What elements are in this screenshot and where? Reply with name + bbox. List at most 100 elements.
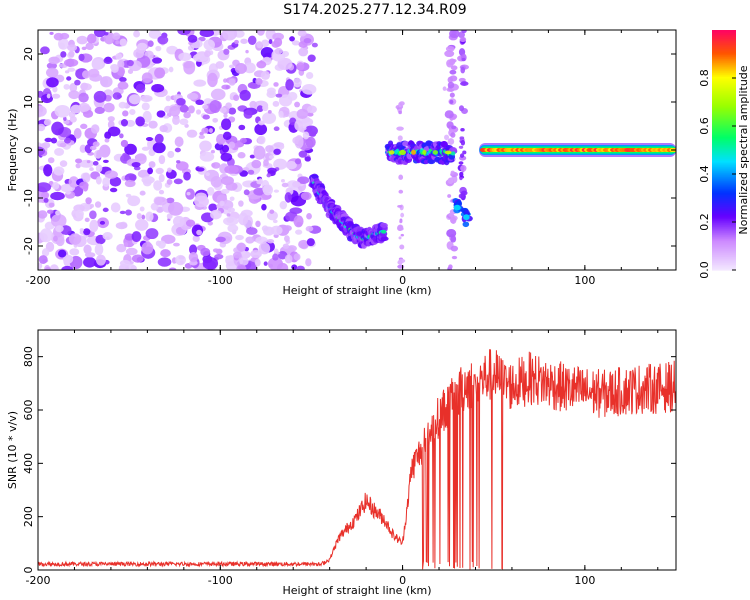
noise-blob [141, 72, 153, 84]
smear-blob [450, 235, 457, 243]
colorbar-segment [712, 248, 736, 251]
colorbar-segment [712, 232, 736, 235]
noise-blob [79, 144, 87, 153]
noise-blob [292, 181, 301, 188]
smear-blob [458, 161, 464, 165]
colorbar-segment [712, 220, 736, 223]
colorbar-segment [712, 192, 736, 195]
colorbar-segment [712, 162, 736, 165]
noise-blob [43, 119, 52, 126]
noise-blob [219, 107, 227, 114]
speckle-blob [444, 134, 450, 141]
noise-blob [228, 107, 237, 115]
colorbar-segment [712, 178, 736, 181]
noise-blob [221, 84, 231, 90]
noise-blob [212, 248, 219, 253]
noise-blob [228, 78, 236, 86]
noise-blob [86, 33, 97, 44]
noise-blob [261, 39, 270, 48]
noise-blob [156, 110, 166, 118]
colorbar-segment [712, 102, 736, 105]
noise-blob [128, 94, 141, 105]
noise-blob [154, 196, 168, 206]
noise-blob [117, 81, 129, 90]
spectrogram-xtick-label: 0 [399, 274, 406, 287]
noise-blob [78, 53, 85, 62]
noise-blob [291, 264, 298, 270]
colorbar-segment [712, 144, 736, 147]
colorbar-segment [712, 160, 736, 163]
noise-blob [165, 95, 171, 102]
segment1-peak [422, 149, 427, 155]
noise-blob [232, 251, 242, 259]
smear-blob [446, 229, 457, 238]
colorbar-segment [712, 158, 736, 161]
noise-blob [295, 229, 303, 235]
noise-blob [272, 219, 278, 224]
colorbar-segment [712, 222, 736, 225]
snr-ytick-label: 800 [22, 346, 35, 367]
noise-blob [225, 102, 232, 109]
colorbar-segment [712, 130, 736, 133]
colorbar-segment [712, 92, 736, 95]
snr-ytick-label: 400 [22, 453, 35, 474]
noise-blob [135, 153, 147, 165]
noise-blob [102, 159, 109, 163]
noise-blob [304, 156, 311, 162]
noise-blob [100, 76, 113, 88]
noise-blob [239, 257, 249, 266]
noise-blob [139, 206, 145, 212]
noise-blob [50, 213, 67, 228]
colorbar-segment [712, 104, 736, 107]
noise-blob [223, 113, 228, 118]
colorbar-segment [712, 136, 736, 139]
colorbar-tick-label: 0.0 [698, 261, 711, 279]
colorbar-segment [712, 250, 736, 253]
colorbar-segment [712, 252, 736, 255]
noise-blob [141, 102, 150, 111]
noise-blob [215, 236, 226, 243]
colorbar-segment [712, 230, 736, 233]
noise-blob [89, 167, 94, 172]
noise-blob [210, 175, 223, 188]
noise-blob [135, 83, 146, 93]
noise-blob [172, 215, 185, 228]
colorbar-segment [712, 106, 736, 109]
noise-blob [67, 67, 76, 72]
noise-blob [280, 143, 285, 150]
noise-blob [166, 213, 173, 220]
smear-blob [460, 139, 466, 146]
noise-blob [73, 128, 82, 139]
noise-blob [251, 159, 262, 169]
trace-halo [380, 222, 388, 228]
noise-blob [268, 155, 275, 159]
split-segment-point [463, 214, 470, 221]
noise-blob [131, 231, 142, 243]
spectrogram-ytick-label: -20 [22, 237, 35, 255]
colorbar-segment [712, 264, 736, 267]
noise-blob [89, 203, 94, 208]
smear-blob [459, 171, 464, 178]
noise-blob [115, 222, 128, 230]
noise-blob [273, 189, 280, 193]
noise-blob [208, 128, 213, 134]
noise-blob [116, 243, 127, 253]
noise-blob [118, 101, 127, 109]
noise-blob [68, 50, 75, 58]
smear-blob [397, 264, 405, 269]
smear-blob [458, 105, 465, 112]
noise-blob [272, 32, 285, 41]
colorbar-segment [712, 196, 736, 199]
noise-blob [46, 93, 51, 99]
smear-blob [451, 125, 457, 130]
noise-blob [307, 112, 314, 117]
smear-blob [398, 236, 402, 240]
noise-blob [291, 40, 300, 46]
noise-blob [163, 115, 170, 119]
colorbar-segment [712, 188, 736, 191]
colorbar-segment [712, 114, 736, 117]
noise-blob [227, 224, 239, 233]
noise-blob [148, 161, 156, 168]
noise-blob [195, 167, 205, 172]
